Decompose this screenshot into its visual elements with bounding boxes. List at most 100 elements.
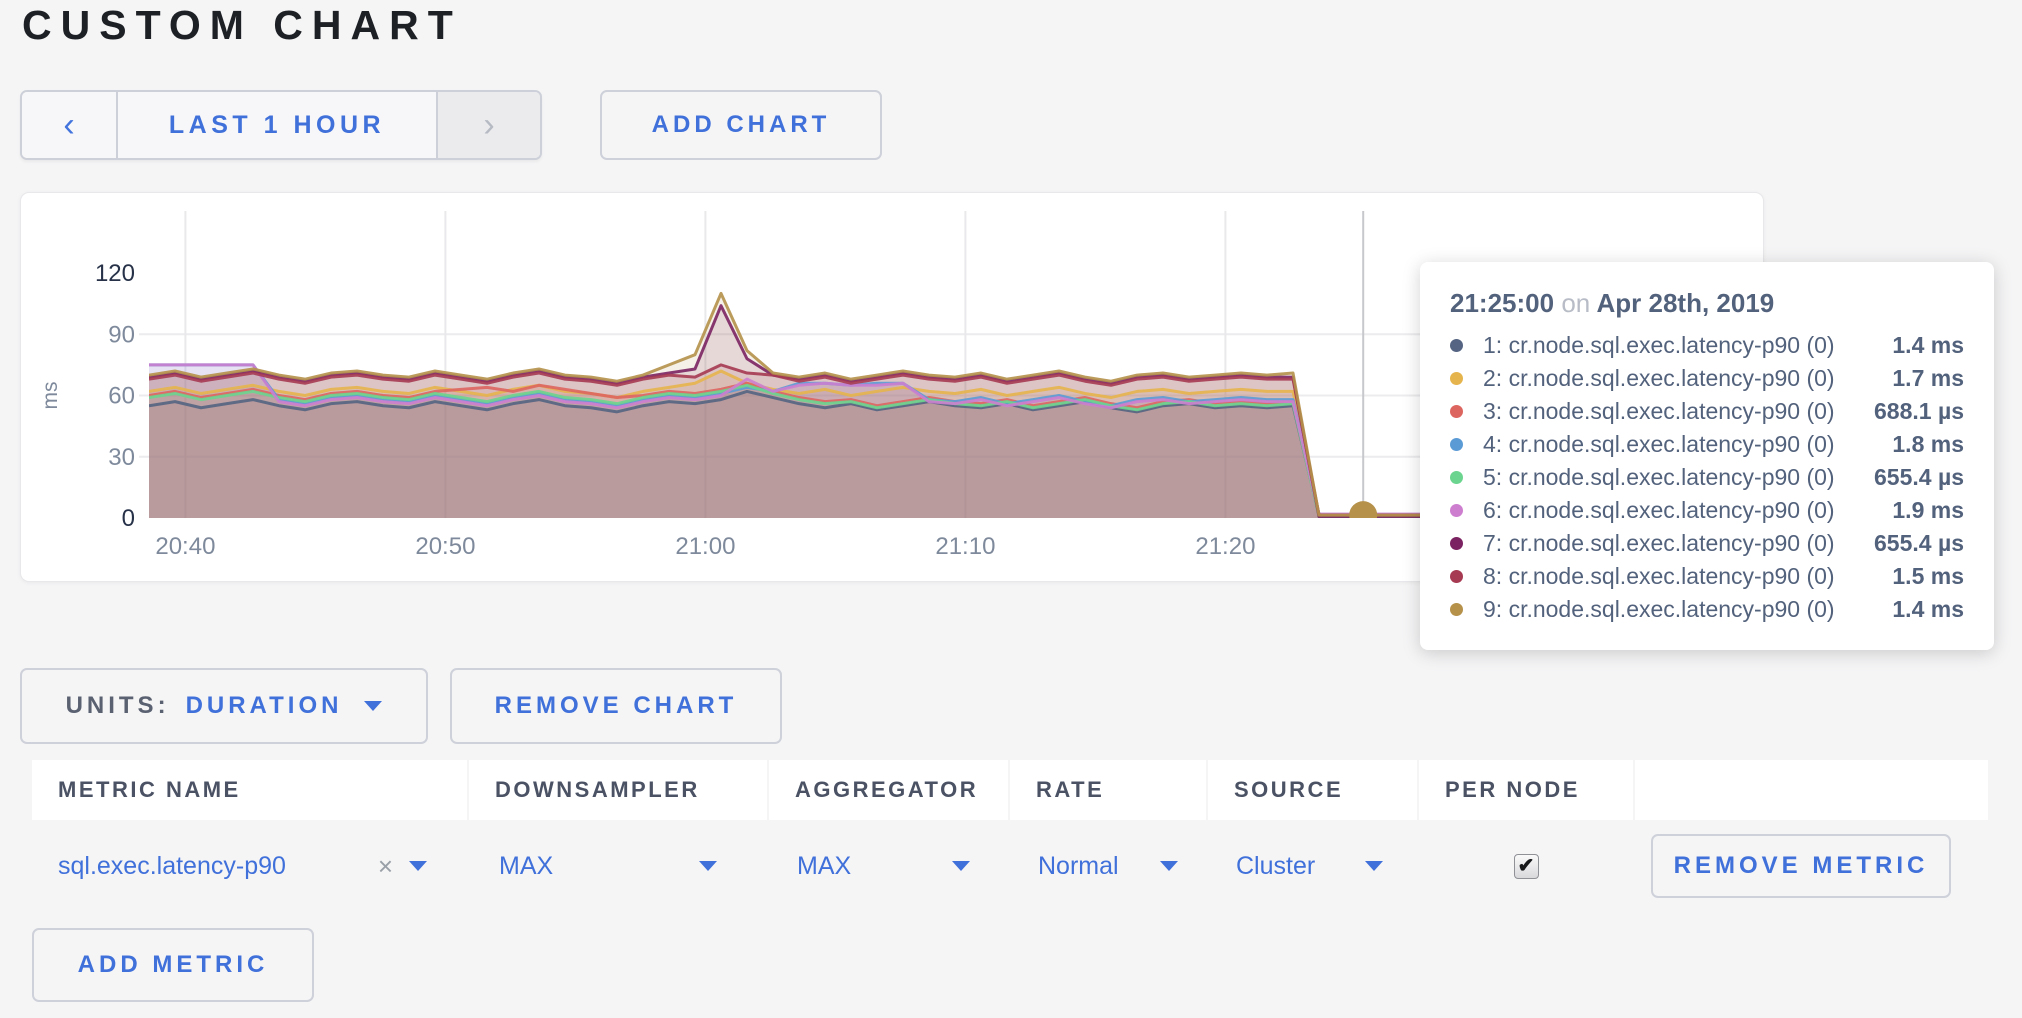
rate-cell[interactable]: Normal: [1010, 820, 1206, 912]
tooltip-series-list: 1: cr.node.sql.exec.latency-p90 (0) 1.4 m…: [1450, 329, 1964, 626]
chevron-left-icon: ‹: [63, 105, 75, 144]
time-range-button[interactable]: LAST 1 HOUR: [118, 92, 438, 158]
metric-name-value: sql.exec.latency-p90: [58, 851, 286, 880]
series-9-area: [149, 293, 1553, 518]
tooltip-time: 21:25:00: [1450, 288, 1555, 318]
time-range-selector: ‹ LAST 1 HOUR ›: [20, 90, 542, 160]
remove-metric-x-icon[interactable]: ×: [377, 850, 393, 881]
column-header-actions: [1635, 760, 1988, 820]
column-header-per-node: PER NODE: [1419, 760, 1633, 820]
series-color-dot: [1450, 504, 1463, 517]
actions-cell: REMOVE METRIC: [1635, 820, 1988, 912]
x-axis-tick-label: 20:40: [155, 533, 215, 560]
time-range-prev-button[interactable]: ‹: [22, 92, 118, 158]
column-header-rate: RATE: [1010, 760, 1206, 820]
tooltip-header: 21:25:00 on Apr 28th, 2019: [1450, 288, 1964, 319]
tooltip-row: 2: cr.node.sql.exec.latency-p90 (0) 1.7 m…: [1450, 362, 1964, 395]
tooltip-series-value: 1.4 ms: [1892, 332, 1964, 358]
rate-value: Normal: [1038, 851, 1119, 880]
series-5-area: [149, 385, 1553, 518]
tooltip-date: Apr 28th, 2019: [1596, 288, 1775, 318]
tooltip-row: 3: cr.node.sql.exec.latency-p90 (0) 688.1…: [1450, 395, 1964, 428]
tooltip-series-value: 1.8 ms: [1892, 431, 1964, 457]
y-axis-tick-label: 120: [95, 260, 135, 287]
page-title: CUSTOM CHART: [22, 2, 462, 48]
tooltip-row: 6: cr.node.sql.exec.latency-p90 (0) 1.9 m…: [1450, 494, 1964, 527]
tooltip-series-value: 1.9 ms: [1892, 497, 1964, 523]
series-color-dot: [1450, 438, 1463, 451]
chevron-down-icon: [952, 861, 970, 871]
x-axis-tick-label: 21:20: [1195, 533, 1255, 560]
source-value: Cluster: [1236, 851, 1316, 880]
column-header-downsampler: DOWNSAMPLER: [469, 760, 767, 820]
downsampler-value: MAX: [499, 851, 554, 880]
tooltip-series-value: 1.5 ms: [1892, 563, 1964, 589]
axis-labels: 0 30 60 90 120 20:40 20:50 21:00 21:10 21:20 ms: [39, 260, 1255, 560]
column-header-aggregator: AGGREGATOR: [769, 760, 1008, 820]
time-range-next-button[interactable]: ›: [438, 92, 540, 158]
remove-metric-button[interactable]: REMOVE METRIC: [1651, 834, 1951, 898]
tooltip-series-value: 655.4 µs: [1874, 464, 1964, 490]
column-header-source: SOURCE: [1208, 760, 1417, 820]
chevron-right-icon: ›: [483, 105, 495, 144]
metric-row: sql.exec.latency-p90 × MAX MAX Normal Cl…: [32, 820, 1990, 912]
per-node-checkbox[interactable]: ✔: [1513, 853, 1539, 879]
tooltip-series-value: 688.1 µs: [1874, 398, 1964, 424]
aggregator-value: MAX: [797, 851, 852, 880]
series-7-area: [149, 305, 1553, 518]
add-chart-button[interactable]: ADD CHART: [600, 90, 882, 160]
chevron-down-icon[interactable]: [409, 861, 427, 871]
chevron-down-icon: [699, 861, 717, 871]
y-axis-unit-label: ms: [39, 382, 62, 410]
source-cell[interactable]: Cluster: [1208, 820, 1417, 912]
remove-chart-button[interactable]: REMOVE CHART: [450, 668, 782, 744]
series-color-dot: [1450, 537, 1463, 550]
y-axis-tick-label: 90: [108, 321, 135, 348]
check-icon: ✔: [1517, 855, 1535, 877]
series-1-area: [149, 391, 1553, 518]
tooltip-row: 4: cr.node.sql.exec.latency-p90 (0) 1.8 m…: [1450, 428, 1964, 461]
metric-name-cell: sql.exec.latency-p90 ×: [32, 820, 467, 912]
downsampler-cell[interactable]: MAX: [469, 820, 767, 912]
units-dropdown[interactable]: UNITS: DURATION: [20, 668, 428, 744]
hover-point-marker: [1349, 501, 1378, 518]
series-plot: [149, 291, 1553, 518]
series-color-dot: [1450, 372, 1463, 385]
tooltip-row: 5: cr.node.sql.exec.latency-p90 (0) 655.4…: [1450, 461, 1964, 494]
tooltip-series-label: 7: cr.node.sql.exec.latency-p90 (0): [1483, 530, 1835, 556]
tooltip-series-value: 1.4 ms: [1892, 596, 1964, 622]
tooltip-row: 8: cr.node.sql.exec.latency-p90 (0) 1.5 m…: [1450, 560, 1964, 593]
y-axis-tick-label: 0: [122, 505, 135, 532]
column-header-metric-name: METRIC NAME: [32, 760, 467, 820]
tooltip-series-label: 4: cr.node.sql.exec.latency-p90 (0): [1483, 431, 1835, 457]
chevron-down-icon: [364, 701, 383, 711]
tooltip-series-label: 6: cr.node.sql.exec.latency-p90 (0): [1483, 497, 1835, 523]
y-axis-tick-label: 60: [108, 383, 135, 410]
tooltip-series-label: 2: cr.node.sql.exec.latency-p90 (0): [1483, 365, 1835, 391]
tooltip-row: 1: cr.node.sql.exec.latency-p90 (0) 1.4 m…: [1450, 329, 1964, 362]
tooltip-series-label: 3: cr.node.sql.exec.latency-p90 (0): [1483, 398, 1835, 424]
x-axis-tick-label: 21:00: [675, 533, 735, 560]
aggregator-cell[interactable]: MAX: [769, 820, 1008, 912]
series-3-area: [149, 383, 1553, 518]
series-9-line: [149, 291, 1553, 517]
tooltip-series-label: 9: cr.node.sql.exec.latency-p90 (0): [1483, 596, 1835, 622]
add-metric-button[interactable]: ADD METRIC: [32, 928, 314, 1002]
chevron-down-icon: [1365, 861, 1383, 871]
series-color-dot: [1450, 471, 1463, 484]
tooltip-series-label: 5: cr.node.sql.exec.latency-p90 (0): [1483, 464, 1835, 490]
tooltip-series-value: 655.4 µs: [1874, 530, 1964, 556]
tooltip-row: 7: cr.node.sql.exec.latency-p90 (0) 655.4…: [1450, 527, 1964, 560]
tooltip-series-label: 8: cr.node.sql.exec.latency-p90 (0): [1483, 563, 1835, 589]
series-color-dot: [1450, 339, 1463, 352]
series-7-line: [149, 304, 1553, 518]
tooltip-row: 9: cr.node.sql.exec.latency-p90 (0) 1.4 m…: [1450, 593, 1964, 626]
series-color-dot: [1450, 570, 1463, 583]
chart-hover-tooltip: 21:25:00 on Apr 28th, 2019 1: cr.node.sq…: [1420, 262, 1994, 650]
tooltip-on-word: on: [1561, 288, 1591, 318]
latency-chart-canvas[interactable]: 0 30 60 90 120 20:40 20:50 21:00 21:10 21:20 ms: [21, 193, 1763, 581]
series-color-dot: [1450, 405, 1463, 418]
units-value: DURATION: [185, 692, 343, 719]
metrics-table-header: METRIC NAME DOWNSAMPLER AGGREGATOR RATE SOUR…: [32, 760, 1990, 820]
